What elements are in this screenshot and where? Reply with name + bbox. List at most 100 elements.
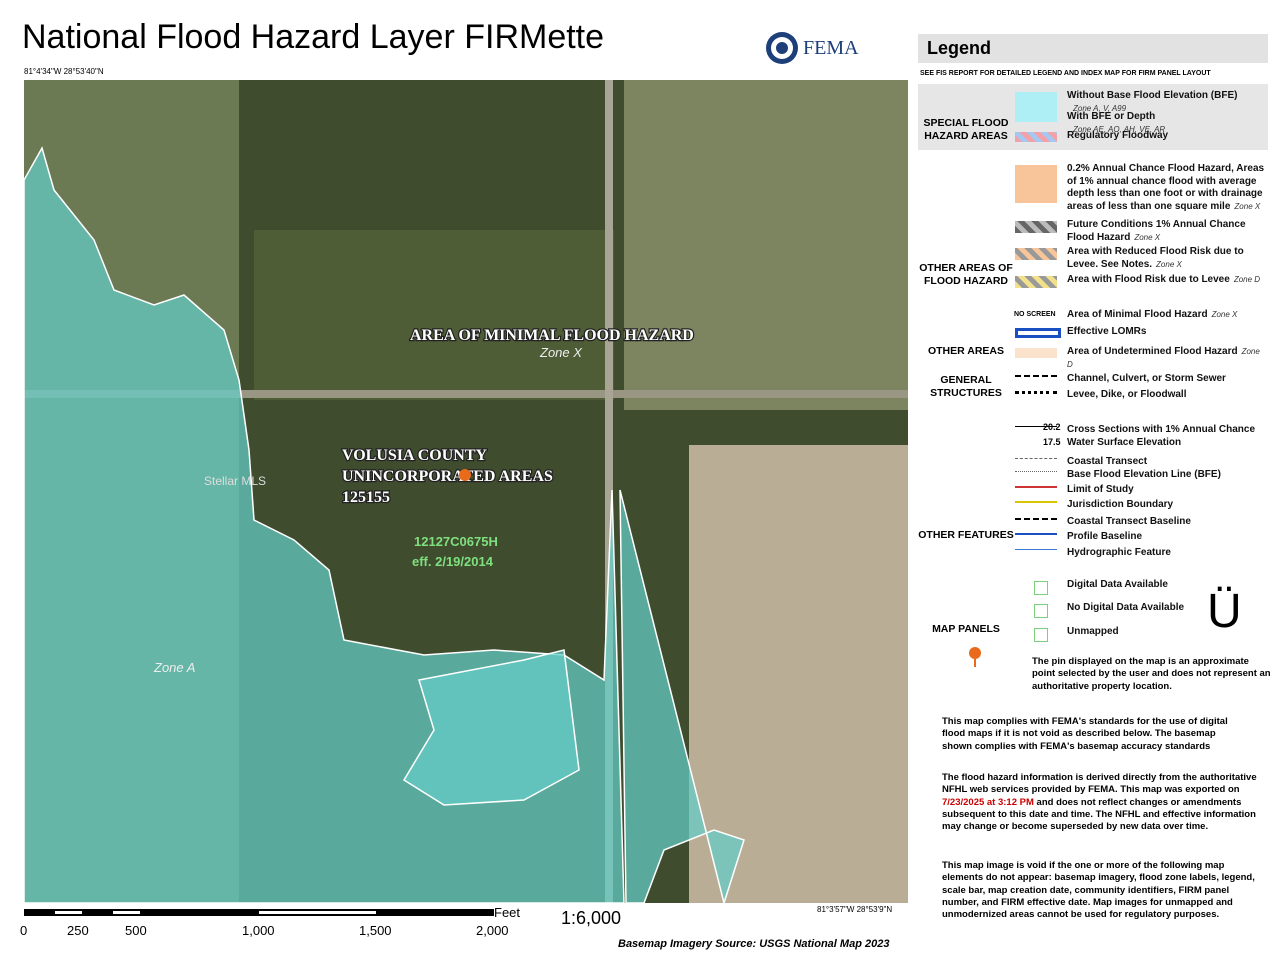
legend-item: 0.2% Annual Chance Flood Hazard, Areas o… (1067, 163, 1267, 213)
legend-label: Regulatory Floodway (1067, 130, 1169, 141)
legend-swatch (1034, 604, 1048, 618)
legend-item: Unmapped (1067, 626, 1267, 639)
note: The flood hazard information is derived … (942, 772, 1262, 833)
note-text: The flood hazard information is derived … (942, 772, 1257, 796)
panel-id: 12127C0675H (414, 534, 498, 549)
title: National Flood Hazard Layer FIRMette (22, 18, 605, 56)
legend-label: Without Base Flood Elevation (BFE) (1067, 90, 1238, 101)
legend-heading: OTHER AREAS (927, 345, 1005, 357)
panel-eff: eff. 2/19/2014 (412, 554, 494, 569)
xs-values: 20.2 17.5 (1043, 420, 1061, 450)
legend-swatch (1015, 132, 1057, 142)
scale-bar (24, 909, 494, 916)
legend-swatch (1015, 328, 1061, 338)
legend-item: Hydrographic Feature (1067, 547, 1267, 560)
legend-item: Channel, Culvert, or Storm Sewer (1067, 373, 1267, 386)
legend-label: With BFE or Depth (1067, 111, 1156, 122)
pin-note: The pin displayed on the map is an appro… (1032, 656, 1271, 692)
coord: 81°3'57"W 28°53'9"N (817, 905, 893, 914)
pin (459, 469, 471, 481)
legend-label: Base Flood Elevation Line (BFE) (1067, 469, 1221, 480)
note: This map image is void if the one or mor… (942, 860, 1255, 921)
pin-icon (969, 647, 981, 667)
note: This map complies with FEMA's standards … (942, 716, 1228, 752)
legend-item: Area of Minimal Flood Hazard Zone X (1067, 309, 1267, 322)
legend-heading: SPECIAL FLOOD HAZARD AREAS (923, 117, 1009, 142)
scale-tick: 0 (20, 923, 28, 938)
legend-item: Area of Undetermined Flood Hazard Zone D (1067, 346, 1267, 371)
legend-heading: OTHER FEATURES (918, 529, 1014, 541)
map-label: Zone A (153, 660, 195, 675)
legend-label: Limit of Study (1067, 484, 1134, 495)
legend-item: Coastal Transect (1067, 456, 1267, 469)
map: AREA OF MINIMAL FLOOD HAZARD Zone X VOLU… (24, 80, 908, 903)
legend-band (918, 84, 1268, 150)
scale-tick: 250 (67, 923, 89, 938)
legend-label: Channel, Culvert, or Storm Sewer (1067, 373, 1226, 384)
legend-heading: MAP PANELS (932, 623, 1000, 635)
scale-unit: Feet (494, 905, 521, 920)
legend-label: Area of Undetermined Flood Hazard (1067, 346, 1238, 357)
scale-tick: 500 (125, 923, 147, 938)
north-arrow: Ü (1207, 585, 1242, 638)
legend-label: No Digital Data Available (1067, 602, 1185, 613)
scale-ratio: 1:6,000 (561, 908, 622, 928)
map-label: 125155 (342, 489, 390, 506)
legend-swatch (1015, 518, 1057, 520)
legend-zone: Zone D (1233, 275, 1261, 284)
legend-swatch (1034, 628, 1048, 642)
legend-label: Digital Data Available (1067, 579, 1168, 590)
legend-label: Profile Baseline (1067, 531, 1143, 542)
legend-zone: Zone X (1134, 232, 1161, 242)
legend-item: With BFE or Depth Zone AE, AO, AH, VE, AR (1067, 111, 1267, 136)
fema-seal (766, 32, 798, 64)
legend-item: No Digital Data Available (1067, 602, 1267, 615)
legend-symbol: NO SCREEN (1014, 311, 1056, 318)
legend-swatch (1015, 426, 1057, 427)
legend-zone: Zone A, V, A99 (1073, 103, 1127, 113)
xs-value: 17.5 (1043, 437, 1061, 447)
map-label: VOLUSIA COUNTY (342, 447, 487, 464)
legend-label: Levee, Dike, or Floodwall (1067, 389, 1187, 400)
legend-title: Legend (927, 38, 992, 58)
legend-label: Coastal Transect Baseline (1067, 516, 1191, 527)
map-label: AREA OF MINIMAL FLOOD HAZARD (410, 327, 694, 344)
legend-item: Limit of Study (1067, 484, 1267, 497)
legend-label: Jurisdiction Boundary (1067, 499, 1174, 510)
note-text: and does not reflect changes or amendmen… (942, 796, 1256, 833)
legend-item: Digital Data Available (1067, 579, 1267, 592)
legend-item: Profile Baseline (1067, 531, 1267, 544)
legend-label: 0.2% Annual Chance Flood Hazard, Areas o… (1067, 163, 1265, 212)
legend-item: Area with Flood Risk due to Levee Zone D (1067, 274, 1267, 287)
legend-header (918, 34, 1268, 63)
legend-label: Effective LOMRs (1067, 326, 1147, 337)
legend-swatch (1015, 391, 1057, 394)
xs-value: 20.2 (1043, 422, 1061, 432)
legend-label: Hydrographic Feature (1067, 547, 1171, 558)
legend-swatch (1015, 248, 1057, 260)
legend-heading: GENERAL STRUCTURES (930, 374, 1002, 399)
legend-label: Coastal Transect (1067, 456, 1148, 467)
legend-item: Cross Sections with 1% Annual Chance Wat… (1067, 424, 1267, 449)
legend-swatch (1015, 375, 1057, 377)
legend-item: Jurisdiction Boundary (1067, 499, 1267, 512)
legend-swatch (1015, 471, 1057, 472)
scale-tick: 1,000 (242, 923, 275, 938)
legend-swatch (1015, 549, 1057, 550)
legend-zone: Zone X (1211, 310, 1238, 319)
legend-subtitle: SEE FIS REPORT FOR DETAILED LEGEND AND I… (920, 70, 1211, 77)
legend-item: Coastal Transect Baseline (1067, 516, 1267, 529)
map-label: UNINCORPORATED AREAS (342, 468, 553, 485)
legend-item: Without Base Flood Elevation (BFE) Zone A… (1067, 90, 1267, 115)
legend-label: Area of Minimal Flood Hazard (1067, 309, 1208, 320)
scale-tick: 1,500 (359, 923, 392, 938)
legend-swatch (1015, 486, 1057, 488)
legend-swatch (1015, 348, 1057, 358)
legend-swatch (1015, 276, 1057, 288)
legend-zone: Zone X (1234, 201, 1261, 211)
agency: FEMA (803, 37, 859, 59)
legend-label: Cross Sections with 1% Annual Chance Wat… (1067, 424, 1256, 448)
legend-label: Area with Flood Risk due to Levee (1067, 274, 1230, 285)
legend-item: Future Conditions 1% Annual Chance Flood… (1067, 219, 1267, 244)
legend-item: Base Flood Elevation Line (BFE) (1067, 469, 1267, 482)
